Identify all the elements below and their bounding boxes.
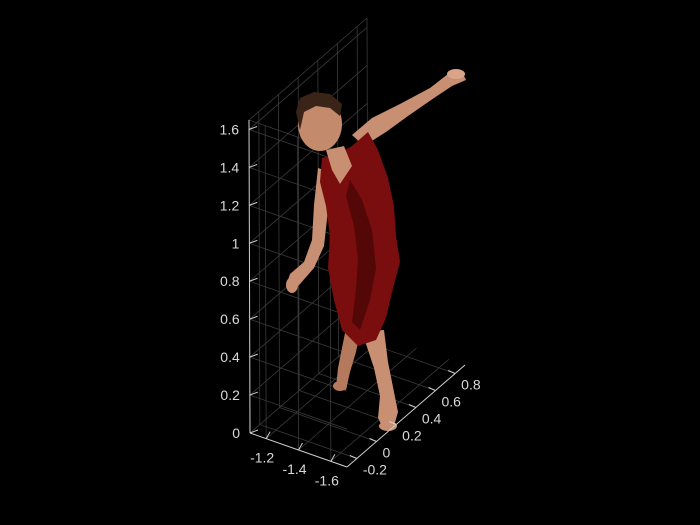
z-tick-mark — [249, 277, 258, 282]
box-edge — [248, 17, 368, 121]
figure-head — [298, 97, 342, 151]
z-tick-label: 0.6 — [220, 311, 240, 327]
x-tick-mark — [298, 442, 303, 451]
axes — [248, 119, 466, 468]
figure-left-foot — [333, 381, 347, 391]
z-tick-mark — [249, 391, 259, 396]
y-tick-mark — [428, 387, 436, 391]
y-tick-label: 0.8 — [461, 377, 481, 393]
point-cloud-figure — [286, 69, 466, 431]
figure-dress-fold — [346, 180, 376, 330]
figure-left-leg — [336, 328, 360, 390]
z-axis-line — [248, 119, 251, 434]
x-tick-mark — [330, 454, 336, 462]
figure-right-foot — [379, 421, 397, 431]
z-tick-mark — [248, 126, 258, 130]
y-tick-label: 0.2 — [402, 428, 422, 444]
grid-line-y-back — [258, 111, 261, 425]
grid-line-x-floor — [265, 336, 385, 439]
y-tick-label: 0 — [383, 445, 391, 461]
z-tick-label: 0.4 — [220, 349, 240, 365]
z-tick-mark — [249, 429, 259, 434]
z-tick-mark — [249, 353, 258, 358]
z-tick-label: 0.8 — [220, 273, 240, 289]
box-edge — [248, 119, 347, 155]
z-tick-label: 1.2 — [220, 197, 240, 213]
z-tick-mark — [249, 239, 258, 244]
y-tick-mark — [388, 421, 397, 425]
grid-line-x-floor — [298, 347, 417, 451]
x-tick-label: -1.6 — [315, 472, 339, 488]
y-tick-mark — [408, 404, 417, 408]
figure-right-arm — [286, 168, 330, 292]
figure-right-hand — [286, 277, 298, 293]
x-tick-label: -1.2 — [250, 450, 274, 466]
z-tick-mark — [248, 163, 258, 168]
grid-line-x-side — [297, 136, 299, 451]
y-tick-mark — [369, 438, 377, 442]
z-tick-label: 1.6 — [220, 121, 240, 137]
grid-line-y-back — [297, 77, 300, 391]
z-tick-label: 0.2 — [220, 387, 240, 403]
y-tick-label: 0.6 — [442, 394, 462, 410]
z-tick-label: 1.4 — [220, 159, 240, 175]
y-tick-label: 0.4 — [422, 411, 442, 427]
figure-left-arm — [352, 72, 466, 146]
grid-line-z-back — [248, 27, 368, 130]
grid-line-x-side — [264, 125, 267, 439]
figure-left-hand — [447, 69, 465, 79]
figure-neck — [326, 146, 352, 184]
x-tick-mark — [265, 431, 271, 439]
tick-labels: 00.20.40.60.811.21.41.6-1.2-1.4-1.6-0.20… — [220, 121, 481, 488]
y-tick-mark — [447, 370, 456, 374]
grid-line-z-back — [249, 103, 368, 206]
figure-hair — [296, 92, 342, 130]
y-tick-mark — [349, 455, 358, 459]
y-axis-line — [346, 364, 466, 468]
z-tick-mark — [249, 201, 258, 206]
z-tick-label: 1 — [232, 235, 240, 251]
z-tick-mark — [249, 315, 258, 320]
z-tick-label: 0 — [232, 425, 240, 441]
grid-line-y-back — [278, 94, 280, 408]
figure-right-leg — [362, 330, 398, 430]
y-tick-label: -0.2 — [363, 462, 387, 478]
x-tick-label: -1.4 — [282, 461, 306, 477]
